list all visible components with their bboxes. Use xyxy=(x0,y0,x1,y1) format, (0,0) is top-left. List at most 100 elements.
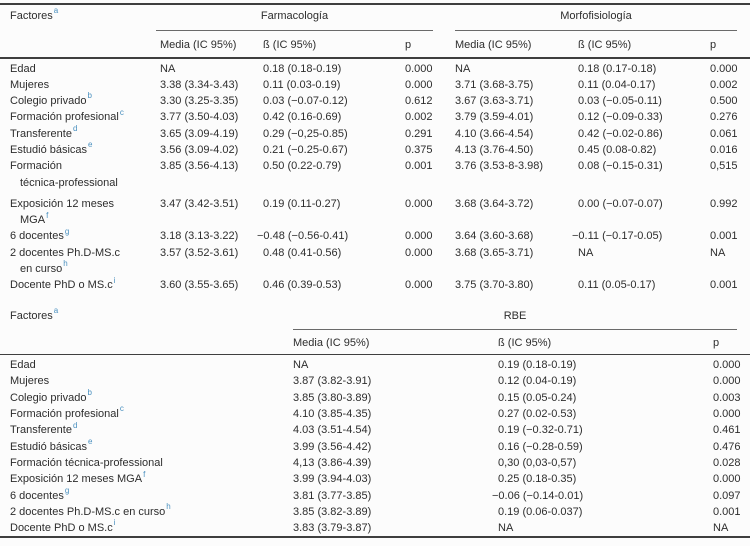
footnote-marker: f xyxy=(143,469,146,479)
factores-header: Factoresa xyxy=(10,6,59,22)
cell-media-rbe: 4.10 (3.85-4.35) xyxy=(293,408,372,421)
column-header-media-farmacologia: Media (IC 95%) xyxy=(160,39,237,51)
footnote-marker: f xyxy=(46,210,49,220)
cell-p-farmacologia: 0.000 xyxy=(405,197,433,210)
factor-label: Colegio privadob xyxy=(10,91,92,108)
cell-p-morfofisiologia: 0.000 xyxy=(710,62,738,75)
cell-beta-rbe: 0.19 (−0.32-0.71) xyxy=(498,424,583,437)
cell-p-rbe: 0.003 xyxy=(713,391,741,404)
footnote-marker: d xyxy=(72,420,78,430)
cell-media-rbe: NA xyxy=(293,359,309,372)
cell-p-farmacologia: 0.002 xyxy=(405,111,433,124)
cell-beta-farmacologia: 0.21 (−0.25-0.67) xyxy=(263,143,348,156)
cell-p-farmacologia: 0.291 xyxy=(405,127,433,140)
cell-beta-morfofisiologia: 0.42 (−0.02-0.86) xyxy=(578,127,663,140)
factor-label: 2 docentes Ph.D-MS.c en cursoh xyxy=(10,245,160,278)
factor-label: Exposición 12 meses MGAf xyxy=(10,469,146,486)
cell-p-farmacologia: 0.375 xyxy=(405,143,433,156)
cell-beta-morfofisiologia: 0.18 (0.17-0.18) xyxy=(578,62,657,75)
cell-p-farmacologia: 0.000 xyxy=(405,230,433,243)
table-row: Mujeres 3.38 (3.34-3.43) 0.11 (0.03-0.19) 0… xyxy=(10,77,750,93)
factor-label: 2 docentes Ph.D-MS.c en cursoh xyxy=(10,502,171,518)
cell-media-farmacologia: 3.77 (3.50-4.03) xyxy=(160,111,239,124)
cell-beta-rbe: 0.15 (0.05-0.24) xyxy=(498,391,577,404)
group-header-morfofisiologia: Morfofisiología xyxy=(455,5,737,31)
cell-beta-farmacologia: 0.11 (0.03-0.19) xyxy=(263,78,341,91)
cell-beta-farmacologia: 0.18 (0.18-0.19) xyxy=(263,62,342,75)
header-bottom-rule xyxy=(0,57,750,59)
table-bottom-rule xyxy=(0,536,750,539)
table-body: Edad NA 0.18 (0.18-0.19) 0.000 NA 0.18 (0.17-… xyxy=(10,59,750,294)
cell-p-farmacologia: 0.000 xyxy=(405,78,433,91)
column-header-row: Media (IC 95%) ß (IC 95%) p xyxy=(10,330,750,354)
column-header-beta-rbe: ß (IC 95%) xyxy=(498,336,552,349)
cell-p-morfofisiologia: 0.500 xyxy=(710,95,738,108)
table-row: Transferented 3.65 (3.09-4.19) 0.29 (−0,25… xyxy=(10,125,750,142)
factor-label: Docente PhD o MS.ci xyxy=(10,275,116,292)
footnote-marker: a xyxy=(53,306,59,315)
cell-p-morfofisiologia: 0,515 xyxy=(710,160,738,173)
factor-label-line2: en curso xyxy=(20,263,63,276)
table-rbe: Factoresa RBE Media (IC 95%) ß (IC 95%) … xyxy=(0,306,750,539)
cell-p-farmacologia: 0.001 xyxy=(405,160,433,173)
cell-p-rbe: 0.000 xyxy=(713,408,741,421)
column-header-media-morfofisiologia: Media (IC 95%) xyxy=(455,39,532,51)
cell-media-morfofisiologia: 3.76 (3.53-8-3.98) xyxy=(455,160,544,173)
cell-media-rbe: 3.85 (3.82-3.89) xyxy=(293,505,372,518)
cell-p-morfofisiologia: 0.992 xyxy=(710,197,738,210)
table-row: Estudió básicase 3.99 (3.56-4.42) 0.16 (−0… xyxy=(10,436,750,455)
cell-media-farmacologia: 3.57 (3.52-3.61) xyxy=(160,246,239,259)
cell-p-rbe: 0.097 xyxy=(713,489,741,502)
table-body: Edad NA 0.19 (0.18-0.19) 0.000 Mujeres 3.87 (… xyxy=(10,355,750,536)
factor-label-line2: técnica-professional xyxy=(20,176,118,189)
group-header-row: Factoresa RBE xyxy=(10,306,750,330)
cell-media-morfofisiologia: 3.71 (3.68-3.75) xyxy=(455,78,534,91)
cell-beta-morfofisiologia: 0.00 (−0.07-0.07) xyxy=(578,197,663,210)
footnote-marker: i xyxy=(113,275,116,285)
table-row: Formación profesionalc 3.77 (3.50-4.03) 0.… xyxy=(10,107,750,125)
factor-label: Docente PhD o MS.ci xyxy=(10,518,116,535)
cell-beta-farmacologia: 0.48 (0.41-0.56) xyxy=(263,246,342,259)
factor-label: Transferented xyxy=(10,420,78,437)
cell-p-morfofisiologia: 0.002 xyxy=(710,78,738,91)
table-row: Docente PhD o MS.ci 3.60 (3.55-3.65) 0.46 … xyxy=(10,275,750,293)
table-row: Edad NA 0.19 (0.18-0.19) 0.000 xyxy=(10,357,750,373)
cell-beta-morfofisiologia: 0.45 (0.08-0.82) xyxy=(578,143,657,156)
column-header-p-rbe: p xyxy=(713,336,720,349)
cell-media-farmacologia: 3.60 (3.55-3.65) xyxy=(160,279,239,292)
table-row: Exposición 12 meses MGAf 3.99 (3.94-4.03)… xyxy=(10,469,750,487)
factor-label: Estudió básicase xyxy=(10,436,93,453)
cell-beta-rbe: 0,30 (0,03-0,57) xyxy=(498,456,577,469)
group-header-row: Factoresa Farmacología Morfofisiología xyxy=(10,5,750,31)
footnote-marker: h xyxy=(63,259,68,269)
cell-media-morfofisiologia: NA xyxy=(455,62,471,75)
footnote-marker: e xyxy=(88,140,93,150)
factor-label: Mujeres xyxy=(10,78,50,91)
cell-media-rbe: 4.03 (3.51-4.54) xyxy=(293,424,372,437)
cell-beta-morfofisiologia: NA xyxy=(578,246,594,259)
cell-media-rbe: 3.81 (3.77-3.85) xyxy=(293,489,372,502)
table-row: Edad NA 0.18 (0.18-0.19) 0.000 NA 0.18 (0.17-… xyxy=(10,61,750,77)
cell-beta-rbe: 0.25 (0.18-0.35) xyxy=(498,473,577,486)
group-header-farmacologia: Farmacología xyxy=(156,5,433,31)
cell-p-farmacologia: 0.612 xyxy=(405,95,433,108)
table-row: Formación técnica-professional 4,13 (3.86… xyxy=(10,455,750,471)
factor-label: Estudió básicase xyxy=(10,140,93,156)
footnote-marker: b xyxy=(87,388,92,398)
cell-media-rbe: 3.83 (3.79-3.87) xyxy=(293,522,372,535)
column-header-p-farmacologia: p xyxy=(405,39,412,51)
footnote-marker: e xyxy=(88,436,93,446)
cell-beta-morfofisiologia: 0.03 (−0.05-0.11) xyxy=(578,95,662,108)
table-row: Formación profesionalc 4.10 (3.85-4.35) 0.… xyxy=(10,405,750,422)
factor-label: Formación profesionalc xyxy=(10,107,124,124)
cell-p-rbe: 0.000 xyxy=(713,375,741,388)
column-header-p-morfofisiologia: p xyxy=(710,39,717,51)
cell-media-farmacologia: 3.47 (3.42-3.51) xyxy=(160,197,239,210)
cell-p-morfofisiologia: 0.276 xyxy=(710,111,738,124)
table-row: Mujeres 3.87 (3.82-3.91) 0.12 (0.04-0.19) 0… xyxy=(10,373,750,389)
cell-p-morfofisiologia: 0.001 xyxy=(710,230,738,243)
table-row: Estudió básicase 3.56 (3.09-4.02) 0.21 (−0… xyxy=(10,140,750,158)
cell-p-morfofisiologia: 0.001 xyxy=(710,279,738,292)
factor-label: Edad xyxy=(10,62,36,75)
